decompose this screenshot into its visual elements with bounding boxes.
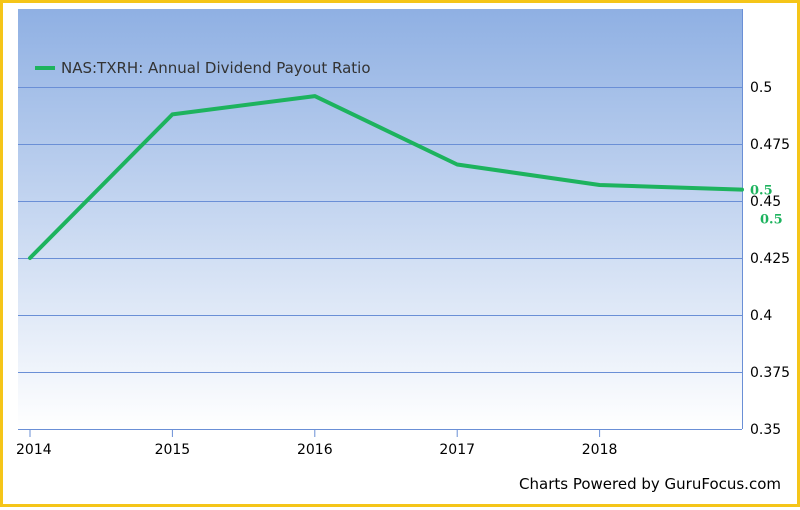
data-label: 0.5 xyxy=(750,184,773,199)
x-tick-label: 2018 xyxy=(582,442,618,458)
footer-credit: Charts Powered by GuruFocus.com xyxy=(519,475,781,493)
x-tick-label: 2017 xyxy=(439,442,475,458)
legend-label: NAS:TXRH: Annual Dividend Payout Ratio xyxy=(61,59,371,77)
plot-area xyxy=(18,9,742,429)
y-tick-label: 0.4 xyxy=(750,308,772,324)
x-tick-label: 2016 xyxy=(297,442,333,458)
legend: NAS:TXRH: Annual Dividend Payout Ratio xyxy=(35,59,371,77)
y-tick-label: 0.375 xyxy=(750,365,790,381)
x-axis-ticks: 2014 2015 2016 2017 2018 xyxy=(16,429,617,458)
series-line xyxy=(28,94,744,260)
y-axis-ticks: 0.35 0.375 0.4 0.425 0.45 0.475 0.5 xyxy=(750,80,790,438)
y-tick-label: 0.425 xyxy=(750,251,790,267)
data-labels: 0.5 0.5 xyxy=(750,184,783,228)
y-tick-label: 0.475 xyxy=(750,137,790,153)
y-tick-label: 0.35 xyxy=(750,422,781,438)
y-tick-label: 0.5 xyxy=(750,80,772,96)
data-label: 0.5 xyxy=(760,213,783,228)
y-tick-label: 0.45 xyxy=(750,194,781,210)
x-tick-label: 2014 xyxy=(16,442,52,458)
x-tick-label: 2015 xyxy=(155,442,191,458)
grid xyxy=(18,87,742,373)
